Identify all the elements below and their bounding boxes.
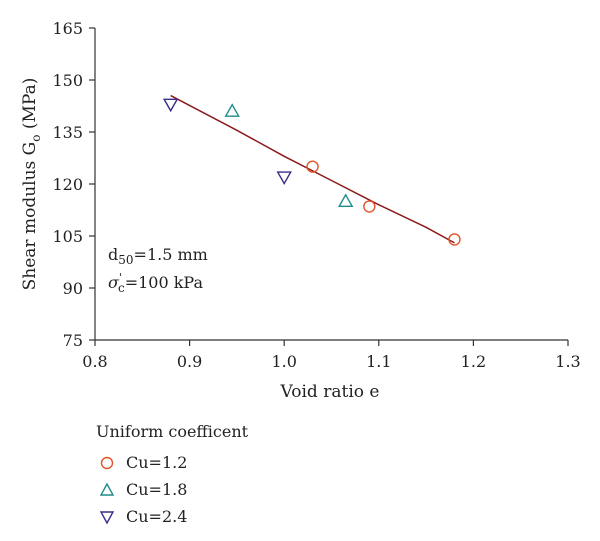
- legend-item-cu-2-4: Cu=2.4: [96, 503, 248, 530]
- x-tick-label: 0.9: [177, 352, 202, 371]
- annotation-sigma-sup: ': [119, 271, 122, 284]
- annotation-d50-rest: =1.5 mm: [134, 245, 208, 264]
- x-tick-label: 1.2: [461, 352, 486, 371]
- x-tick-label: 1.1: [366, 352, 391, 371]
- y-axis-label-unit: (MPa): [20, 78, 40, 135]
- annotation-sigma-base: σ: [108, 273, 120, 292]
- legend-label: Cu=1.8: [126, 480, 188, 499]
- y-tick-label: 165: [52, 19, 83, 38]
- data-point-series-0-1: [363, 200, 376, 213]
- x-tick-label: 1.3: [555, 352, 580, 371]
- legend-item-cu-1-2: Cu=1.2: [96, 449, 248, 476]
- y-tick-label: 150: [52, 71, 83, 90]
- legend-label: Cu=2.4: [126, 507, 188, 526]
- annotation-sigma: σ' c=100 kPa: [108, 271, 203, 295]
- annotation-sigma-rest: =100 kPa: [125, 273, 204, 292]
- legend-item-cu-1-8: Cu=1.8: [96, 476, 248, 503]
- data-point-series-2-0: [162, 98, 179, 113]
- tick-labels: 0.8 0.9 1.0 1.1 1.2 1.3 75 90 105 120 135 150 165: [52, 19, 580, 371]
- y-axis-label-sub: o: [29, 135, 43, 142]
- circle-marker-icon: [100, 456, 114, 469]
- chart: 0.8 0.9 1.0 1.1 1.2 1.3 75 90 105 120 135 150 165 Vo…: [20, 19, 581, 402]
- x-axis-label: Void ratio e: [280, 382, 380, 402]
- y-tick-label: 75: [63, 331, 83, 350]
- annotation-d50: d50=1.5 mm: [108, 245, 208, 267]
- annotation-d50-sub: 50: [118, 253, 133, 267]
- x-tick-label: 0.8: [82, 352, 107, 371]
- y-tick-label: 105: [52, 227, 83, 246]
- y-tick-label: 90: [63, 279, 83, 298]
- fit-line: [170, 94, 455, 244]
- triangle-down-marker-icon: [99, 510, 115, 524]
- y-axis-label-main: Shear modulus G: [20, 142, 40, 291]
- data-point-series-0-0: [306, 160, 319, 173]
- annotation-d50-base: d: [108, 245, 118, 264]
- data-point-series-0-2: [448, 233, 461, 246]
- ticks: [89, 27, 569, 346]
- data-point-series-2-1: [276, 171, 292, 185]
- data-point-series-1-0: [224, 103, 240, 117]
- x-tick-label: 1.0: [271, 352, 296, 371]
- annotation-sigma-sub: c: [118, 281, 125, 295]
- triangle-up-marker-icon: [99, 482, 115, 496]
- y-axis-label: Shear modulus Go (MPa): [20, 78, 43, 291]
- data-point-series-1-1: [337, 193, 354, 208]
- y-tick-label: 135: [52, 123, 83, 142]
- y-tick-label: 120: [52, 175, 83, 194]
- legend-label: Cu=1.2: [126, 453, 188, 472]
- axes: [94, 28, 568, 341]
- legend: Uniform coefficent Cu=1.2 Cu=1.8 Cu=2.4: [96, 422, 248, 530]
- data-points: [162, 98, 461, 246]
- legend-title: Uniform coefficent: [96, 422, 249, 441]
